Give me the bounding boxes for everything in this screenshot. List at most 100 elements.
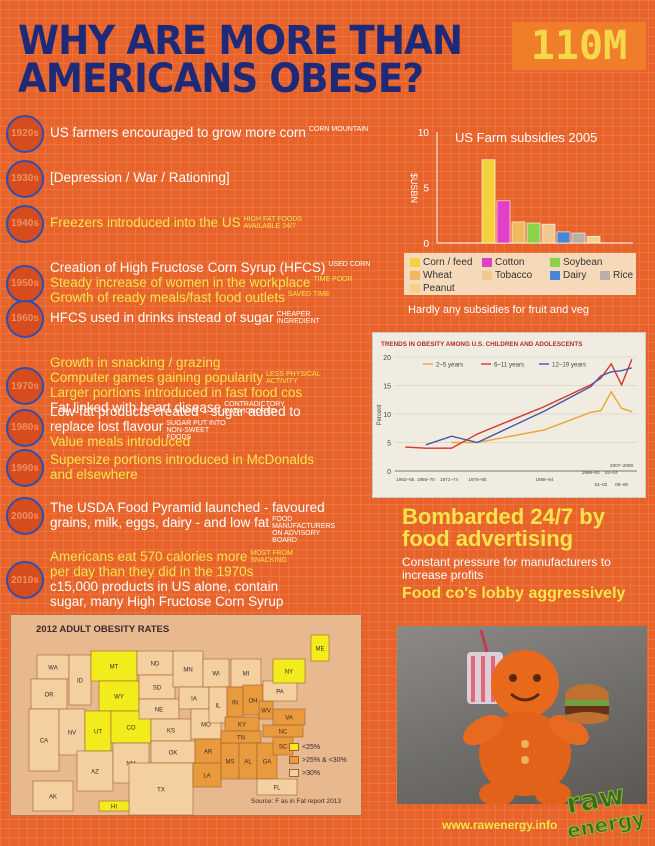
- timeline-text: Freezers introduced into the US: [50, 215, 241, 230]
- state-label: VA: [285, 716, 293, 722]
- legend-label: 12–19 years: [552, 362, 586, 369]
- title-line-2: AMERICANS OBESE?: [18, 56, 424, 102]
- state-label: SD: [153, 686, 162, 692]
- timeline-note: SAVED TIME: [287, 291, 330, 298]
- y-tick-label: 10: [418, 128, 430, 139]
- state-shape: [98, 800, 130, 812]
- subsidy-bar: [571, 232, 586, 244]
- state-label: OK: [169, 751, 178, 757]
- state-shape: [98, 680, 140, 712]
- x-tick-label: 1999–00: [582, 470, 600, 475]
- title-line-1: WHY ARE MORE THAN: [18, 18, 463, 64]
- state-label: IA: [191, 697, 197, 703]
- timeline-text: Supersize portions introduced in McDonal…: [50, 452, 315, 467]
- legend-swatch: [482, 258, 492, 267]
- timeline-item: Freezers introduced into the US HIGH FAT …: [50, 215, 308, 231]
- x-tick-label: 1971–74: [440, 477, 458, 482]
- state-shape: [172, 650, 204, 688]
- state-label: MS: [226, 760, 235, 766]
- decade-badge: 1960s: [6, 299, 44, 338]
- timeline-item: grains, milk, eggs, dairy - and low fat F…: [50, 516, 336, 545]
- state-label: TX: [157, 788, 165, 794]
- timeline-text: and elsewhere: [50, 467, 138, 482]
- decade-badge: 1940s: [6, 204, 44, 243]
- legend-item: Wheat: [410, 270, 452, 281]
- decade-badge: 2000s: [6, 497, 44, 535]
- timeline-text: Americans eat 570 calories more: [50, 549, 248, 564]
- state-label: NV: [68, 731, 76, 737]
- timeline-item: Larger portions introduced in fast food …: [50, 386, 302, 400]
- timeline-text: The USDA Food Pyramid launched - favoure…: [50, 500, 325, 515]
- decade-badge: 1930s: [6, 159, 44, 198]
- timeline-text: per day than they did in the 1970s: [50, 564, 254, 579]
- state-label: WI: [212, 672, 220, 678]
- timeline-text: Value meals introduced: [50, 434, 191, 449]
- timeline-note: HIGH FAT FOODS AVAILABLE 24/7: [243, 216, 303, 230]
- title-number-badge: 110M: [512, 22, 646, 70]
- timeline-text: Computer games gaining popularity: [50, 370, 264, 385]
- map-legend-item: >30%: [289, 769, 347, 777]
- legend-item: Soybean: [550, 257, 602, 268]
- timeline-item: Americans eat 570 calories more MOST FROM…: [50, 549, 314, 565]
- y-tick-label: 15: [383, 384, 391, 391]
- timeline-text: [Depression / War / Rationing]: [50, 170, 230, 185]
- decade-badge: 1980s: [6, 408, 44, 447]
- state-label: KY: [238, 723, 246, 729]
- state-label: ND: [151, 662, 160, 668]
- timeline-note: MOST FROM SNACKING: [250, 550, 293, 564]
- subsidy-bar: [586, 236, 601, 244]
- series-line: [405, 359, 633, 449]
- state-label: ME: [316, 647, 325, 653]
- y-tick-label: 0: [387, 469, 391, 476]
- state-label: MI: [243, 672, 250, 678]
- state-label: CA: [40, 739, 48, 745]
- timeline-text: Steady increase of women in the workplac…: [50, 275, 311, 290]
- state-label: IL: [215, 704, 221, 710]
- timeline-item: [Depression / War / Rationing]: [50, 171, 230, 185]
- timeline-text: Creation of High Fructose Corn Syrup (HF…: [50, 260, 326, 275]
- timeline-note: SUGAR PUT INTO NON-SWEET FOODS: [166, 420, 226, 441]
- timeline-item: Supersize portions introduced in McDonal…: [50, 453, 314, 467]
- decade-badge: 1950s: [6, 264, 44, 303]
- legend-label: Dairy: [563, 270, 587, 281]
- legend-label: 2–5 years: [436, 362, 463, 369]
- state-label: NE: [155, 708, 163, 714]
- website-link[interactable]: www.rawenergy.info: [442, 818, 558, 832]
- state-label: OH: [249, 699, 258, 705]
- state-label: NY: [285, 670, 293, 676]
- bombarded-heading: Bombarded 24/7 by food advertising: [402, 504, 605, 551]
- legend-label: Soybean: [563, 257, 603, 268]
- state-label: PA: [276, 690, 284, 696]
- timeline-note: CHEAPER INGREDIENT: [276, 311, 320, 325]
- legend-item: Tobacco: [482, 270, 532, 281]
- timeline-item: and elsewhere: [50, 468, 138, 482]
- page-title: WHY ARE MORE THAN AMERICANS OBESE?: [18, 18, 483, 102]
- series-line: [451, 390, 633, 444]
- map-legend-label: >30%: [302, 769, 321, 777]
- timeline-text: replace lost flavour: [50, 419, 164, 434]
- state-label: UT: [94, 730, 102, 736]
- legend-swatch: [410, 284, 420, 293]
- legend-swatch: [410, 271, 420, 280]
- timeline-text: Growth in snacking / grazing: [50, 355, 221, 370]
- state-shape: [272, 708, 306, 726]
- legend-label: Peanut: [423, 283, 455, 294]
- timeline-text: sugar, many High Fructose Corn Syrup: [50, 594, 284, 609]
- timeline-text: HFCS used in drinks instead of sugar: [50, 310, 274, 325]
- x-tick-label: 1988–94: [535, 477, 553, 482]
- timeline-item: per day than they did in the 1970s: [50, 565, 253, 579]
- timeline-item: sugar, many High Fructose Corn Syrup: [50, 595, 283, 609]
- state-shape: [310, 634, 330, 662]
- state-shape: [76, 750, 114, 792]
- subsidy-bar: [496, 200, 511, 244]
- state-label: WY: [114, 695, 124, 701]
- map-legend-item: <25%: [289, 743, 347, 751]
- timeline-item: Growth of ready meals/fast food outlets S…: [50, 291, 330, 305]
- state-label: KS: [167, 729, 175, 735]
- timeline-item: Creation of High Fructose Corn Syrup (HF…: [50, 261, 370, 275]
- bombarded-subtext: Constant pressure for manufacturers to i…: [402, 555, 611, 582]
- obesity-trend-plot: TRENDS IN OBESITY AMONG U.S. CHILDREN AN…: [377, 341, 637, 487]
- y-tick-label: 0: [423, 239, 429, 250]
- us-map-graphic: WAORCAIDNVMTWYUTCOAZNMNDSDNEKSOKTXMNIAMO…: [28, 634, 330, 816]
- obesity-trend-chart: TRENDS IN OBESITY AMONG U.S. CHILDREN AN…: [372, 332, 646, 498]
